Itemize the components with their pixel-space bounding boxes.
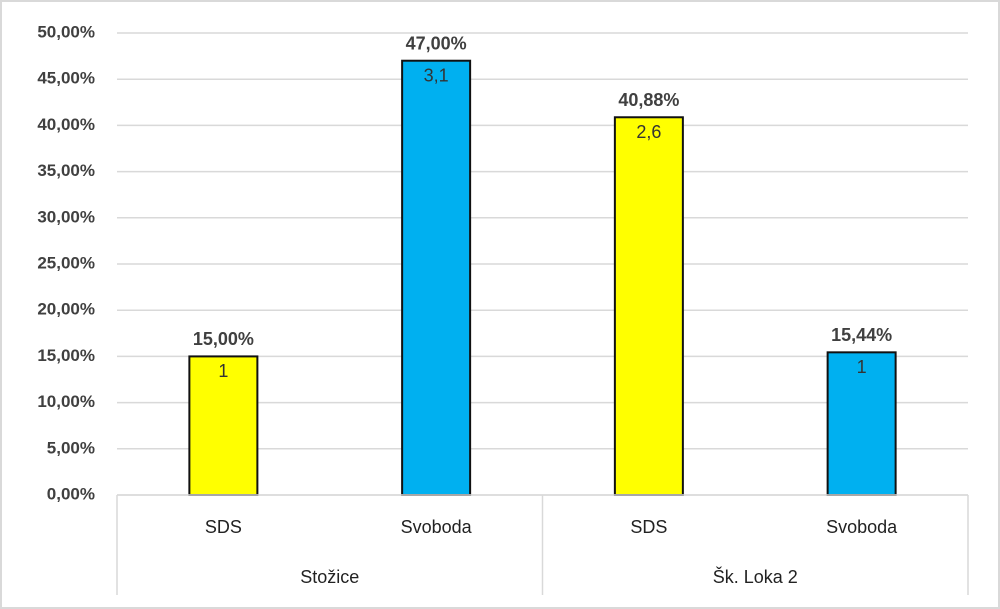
y-tick-label: 45,00% [37, 69, 95, 88]
y-tick-label: 10,00% [37, 392, 95, 411]
y-tick-label: 30,00% [37, 207, 95, 226]
y-tick-label: 40,00% [37, 115, 95, 134]
bar-annotation: 1 [857, 357, 867, 377]
y-tick-label: 5,00% [47, 438, 95, 457]
value-label: 15,44% [831, 325, 892, 345]
value-label: 15,00% [193, 329, 254, 349]
x-tick-label: SDS [630, 517, 667, 537]
bar [188, 355, 259, 496]
value-label: 40,88% [618, 90, 679, 110]
bar [401, 59, 472, 496]
y-tick-label: 25,00% [37, 253, 95, 272]
bar [826, 351, 897, 497]
y-tick-label: 0,00% [47, 484, 95, 503]
group-label: Šk. Loka 2 [713, 566, 798, 587]
y-tick-label: 50,00% [37, 22, 95, 41]
y-tick-label: 15,00% [37, 346, 95, 365]
y-tick-label: 35,00% [37, 161, 95, 180]
x-tick-label: Svoboda [826, 517, 898, 537]
bar-annotation: 3,1 [424, 65, 449, 85]
y-tick-label: 20,00% [37, 300, 95, 319]
x-tick-label: SDS [205, 517, 242, 537]
bar [613, 116, 684, 496]
bar-annotation: 2,6 [636, 122, 661, 142]
x-tick-label: Svoboda [401, 517, 473, 537]
bar-annotation: 1 [218, 361, 228, 381]
group-label: Stožice [300, 567, 359, 587]
value-label: 47,00% [406, 33, 467, 53]
